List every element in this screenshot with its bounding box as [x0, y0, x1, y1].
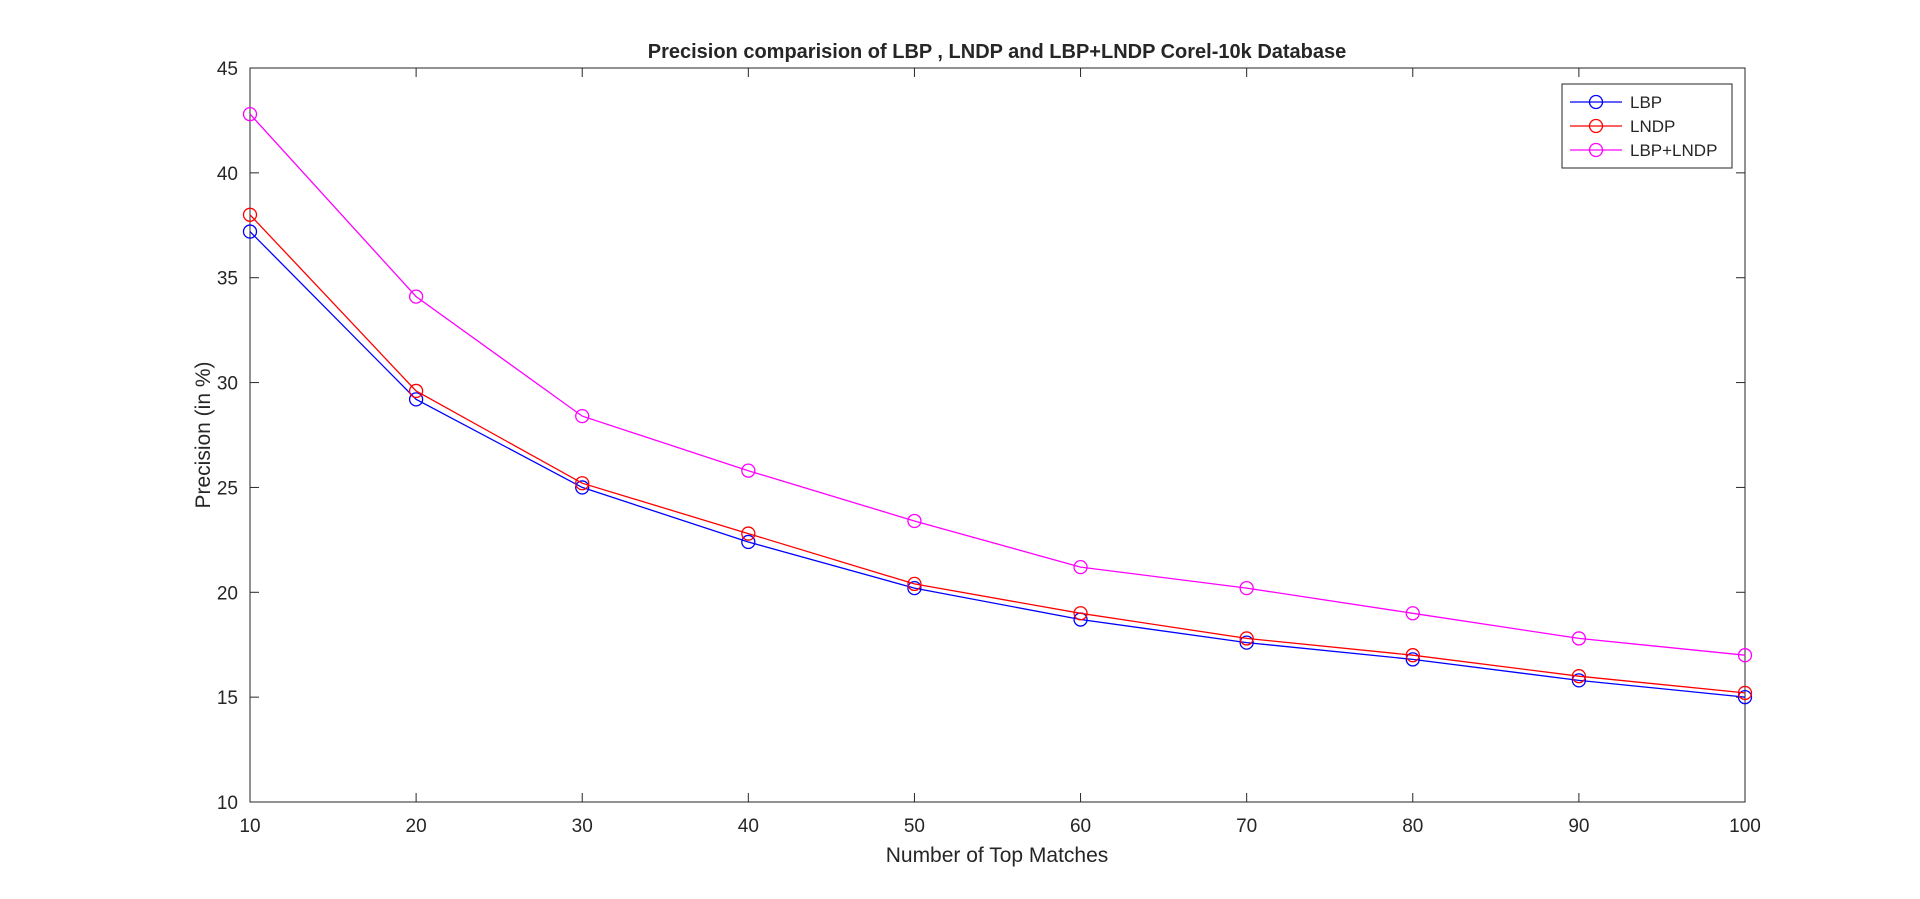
y-tick-label: 25 — [217, 478, 238, 499]
y-tick-label: 15 — [217, 688, 238, 709]
data-point — [1571, 673, 1587, 688]
x-tick-label: 40 — [738, 816, 759, 837]
data-point — [1405, 606, 1420, 621]
y-tick-label: 35 — [217, 269, 238, 290]
y-tick-label: 40 — [217, 164, 238, 185]
data-point — [741, 534, 756, 550]
data-point — [907, 576, 922, 592]
data-point — [242, 207, 258, 222]
data-point — [1737, 689, 1753, 705]
plot-area — [249, 67, 1746, 803]
series-layer — [242, 106, 1753, 705]
legend-label: LBP — [1630, 93, 1662, 112]
x-tick-label: 50 — [904, 816, 925, 837]
data-point — [1073, 606, 1088, 621]
chart-title: Precision comparision of LBP , LNDP and … — [648, 41, 1347, 63]
data-point — [408, 392, 424, 407]
x-tick-label: 80 — [1402, 816, 1423, 837]
legend-label: LNDP — [1630, 117, 1675, 136]
legend-label: LBP+LNDP — [1630, 141, 1717, 160]
data-point — [575, 408, 590, 424]
y-tick-label: 45 — [217, 59, 238, 80]
legend-marker — [1588, 94, 1604, 110]
y-tick-label: 30 — [217, 374, 238, 395]
data-point — [907, 513, 922, 529]
legend-marker — [1588, 142, 1604, 158]
x-tick-label: 60 — [1070, 816, 1091, 837]
x-tick-label: 90 — [1568, 816, 1589, 837]
y-tick-label: 10 — [217, 793, 238, 814]
x-axis-label: Number of Top Matches — [886, 844, 1109, 867]
data-point — [1737, 685, 1753, 701]
x-tick-label: 30 — [572, 816, 593, 837]
data-point — [408, 383, 424, 399]
data-point — [741, 463, 756, 478]
legend-marker — [1588, 118, 1604, 134]
y-axis-label: Precision (in %) — [192, 361, 215, 508]
data-point — [1239, 635, 1254, 650]
data-point — [907, 580, 922, 596]
data-point — [741, 526, 756, 541]
data-point — [408, 289, 424, 304]
y-tick-label: 20 — [217, 583, 238, 604]
x-tick-label: 70 — [1236, 816, 1257, 837]
data-point — [1571, 631, 1587, 646]
data-point — [1405, 648, 1420, 663]
axis-ticks: 10 20 30 40 50 60 70 80 90 100 10 15 20 25 30 35 40 45 — [217, 59, 1761, 837]
data-point — [1737, 648, 1753, 663]
data-point — [575, 476, 590, 491]
series-line-lbp-lndp — [249, 113, 1746, 656]
data-point — [1239, 631, 1254, 646]
data-point — [1405, 652, 1420, 667]
x-tick-label: 20 — [406, 816, 427, 837]
data-point — [242, 106, 258, 122]
data-point — [1073, 559, 1088, 575]
series-line-lndp — [249, 214, 1746, 694]
x-tick-label: 100 — [1729, 816, 1761, 837]
data-point — [1239, 580, 1254, 596]
series-line-lbp — [249, 231, 1746, 698]
data-point — [575, 480, 590, 495]
data-point — [1571, 669, 1587, 684]
legend: LBP LNDP LBP+LNDP — [1561, 83, 1733, 169]
x-tick-label: 10 — [239, 816, 260, 837]
data-point — [242, 224, 258, 239]
